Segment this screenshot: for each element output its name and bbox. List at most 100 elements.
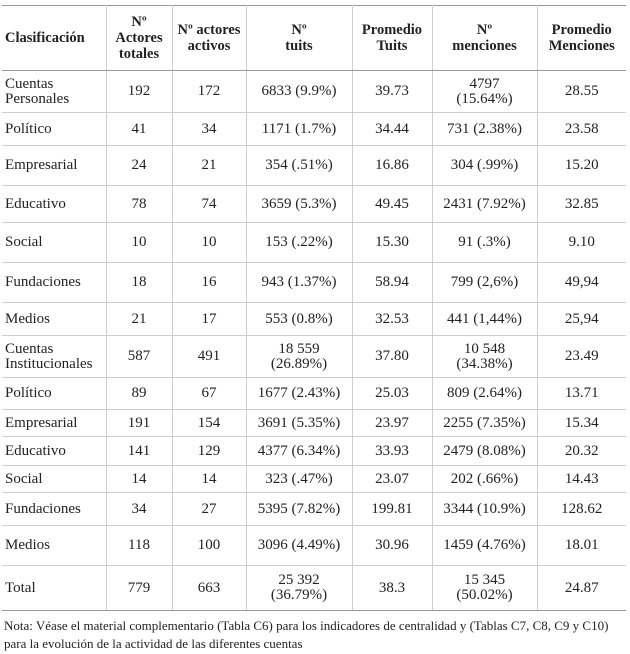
table-cell: 28.55: [536, 70, 626, 113]
table-row: Social 10 10 153 (.22%) 15.30 91 (.3%) 9.10: [2, 222, 626, 263]
header-row: Clasificación Nº Actores totales Nº actore…: [2, 5, 626, 71]
table-cell: 6833 (9.9%): [245, 70, 353, 113]
table-cell: 23.07: [351, 465, 433, 493]
table-cell: 67: [171, 377, 247, 410]
table-cell: 23.97: [351, 409, 433, 437]
row-label: Político: [2, 112, 107, 146]
row-label: Total: [2, 565, 107, 611]
table-cell: 14: [171, 465, 247, 493]
table-cell: 323 (.47%): [245, 465, 353, 493]
table-cell: 21: [171, 145, 247, 186]
column-header: Promedio Menciones: [536, 5, 626, 71]
table-cell: 587: [105, 335, 173, 378]
row-label: Medios: [2, 525, 107, 566]
table-row: Empresarial 24 21 354 (.51%) 16.86 304 (.99%)…: [2, 145, 626, 186]
table-cell: 15.20: [536, 145, 626, 186]
column-header: Nº menciones: [431, 5, 538, 71]
table-cell: 3344 (10.9%): [431, 492, 538, 526]
table-cell: 809 (2.64%): [431, 377, 538, 410]
table-cell: 25,94: [536, 302, 626, 336]
table-cell: 16: [171, 262, 247, 303]
table-cell: 89: [105, 377, 173, 410]
table-note: Nota: Véase el material complementario (…: [4, 618, 609, 651]
table-row: Total 779 663 25 392 (36.79%) 38.3 15 345 (50…: [2, 565, 626, 611]
table-cell: 25.03: [351, 377, 433, 410]
table-cell: 779: [105, 565, 173, 611]
table-cell: 16.86: [351, 145, 433, 186]
table-cell: 129: [171, 436, 247, 466]
table-cell: 91 (.3%): [431, 222, 538, 263]
table-cell: 27: [171, 492, 247, 526]
table-cell: 2255 (7.35%): [431, 409, 538, 437]
table-cell: 441 (1,44%): [431, 302, 538, 336]
table-cell: 13.71: [536, 377, 626, 410]
table-cell: 354 (.51%): [245, 145, 353, 186]
table-cell: 49.45: [351, 185, 433, 223]
table-row: Social 14 14 323 (.47%) 23.07 202 (.66%) 14.43: [2, 465, 626, 493]
table-cell: 21: [105, 302, 173, 336]
table-cell: 10: [171, 222, 247, 263]
table-cell: 5395 (7.82%): [245, 492, 353, 526]
row-label: Empresarial: [2, 145, 107, 186]
table-cell: 1459 (4.76%): [431, 525, 538, 566]
table-cell: 1171 (1.7%): [245, 112, 353, 146]
table-cell: 49,94: [536, 262, 626, 303]
row-label: Cuentas Personales: [2, 70, 107, 113]
column-header: Nº actores activos: [171, 5, 247, 71]
table-cell: 58.94: [351, 262, 433, 303]
table-cell: 4797 (15.64%): [431, 70, 538, 113]
table-cell: 34: [171, 112, 247, 146]
row-label: Social: [2, 465, 107, 493]
row-label: Cuentas Institucionales: [2, 335, 107, 378]
table-cell: 24.87: [536, 565, 626, 611]
table-cell: 32.53: [351, 302, 433, 336]
table-body: Cuentas Personales 192 172 6833 (9.9%) 39.73…: [2, 70, 626, 611]
table-row: Educativo 141 129 4377 (6.34%) 33.93 2479 (8.…: [2, 436, 626, 466]
row-label: Social: [2, 222, 107, 263]
table-cell: 24: [105, 145, 173, 186]
table-cell: 15.34: [536, 409, 626, 437]
table-cell: 192: [105, 70, 173, 113]
table-cell: 100: [171, 525, 247, 566]
table-cell: 32.85: [536, 185, 626, 223]
row-label: Educativo: [2, 185, 107, 223]
row-label: Fundaciones: [2, 262, 107, 303]
table-cell: 39.73: [351, 70, 433, 113]
table-cell: 38.3: [351, 565, 433, 611]
table-cell: 553 (0.8%): [245, 302, 353, 336]
table-cell: 18 559 (26.89%): [245, 335, 353, 378]
table-cell: 943 (1.37%): [245, 262, 353, 303]
table-row: Cuentas Personales 192 172 6833 (9.9%) 39.73…: [2, 70, 626, 113]
column-header: Nº tuits: [245, 5, 353, 71]
table-cell: 191: [105, 409, 173, 437]
table-cell: 663: [171, 565, 247, 611]
column-header: Promedio Tuits: [351, 5, 433, 71]
table-row: Educativo 78 74 3659 (5.3%) 49.45 2431 (7.92%…: [2, 185, 626, 223]
row-label: Político: [2, 377, 107, 410]
table-row: Empresarial 191 154 3691 (5.35%) 23.97 2255 (…: [2, 409, 626, 437]
table-cell: 172: [171, 70, 247, 113]
column-header: Clasificación: [2, 5, 107, 71]
table-cell: 25 392 (36.79%): [245, 565, 353, 611]
table-cell: 23.49: [536, 335, 626, 378]
table-cell: 20.32: [536, 436, 626, 466]
table-cell: 18.01: [536, 525, 626, 566]
table-cell: 10 548 (34.38%): [431, 335, 538, 378]
table-cell: 731 (2.38%): [431, 112, 538, 146]
table-cell: 3659 (5.3%): [245, 185, 353, 223]
table-cell: 153 (.22%): [245, 222, 353, 263]
table-cell: 17: [171, 302, 247, 336]
table-cell: 2479 (8.08%): [431, 436, 538, 466]
table-cell: 34: [105, 492, 173, 526]
row-label: Empresarial: [2, 409, 107, 437]
table-cell: 118: [105, 525, 173, 566]
table-cell: 3691 (5.35%): [245, 409, 353, 437]
table-row: Político 89 67 1677 (2.43%) 25.03 809 (2.64%)…: [2, 377, 626, 410]
row-label: Medios: [2, 302, 107, 336]
table-cell: 491: [171, 335, 247, 378]
table-cell: 10: [105, 222, 173, 263]
table-cell: 37.80: [351, 335, 433, 378]
table-cell: 9.10: [536, 222, 626, 263]
table-row: Político 41 34 1171 (1.7%) 34.44 731 (2.38%) 2…: [2, 112, 626, 146]
